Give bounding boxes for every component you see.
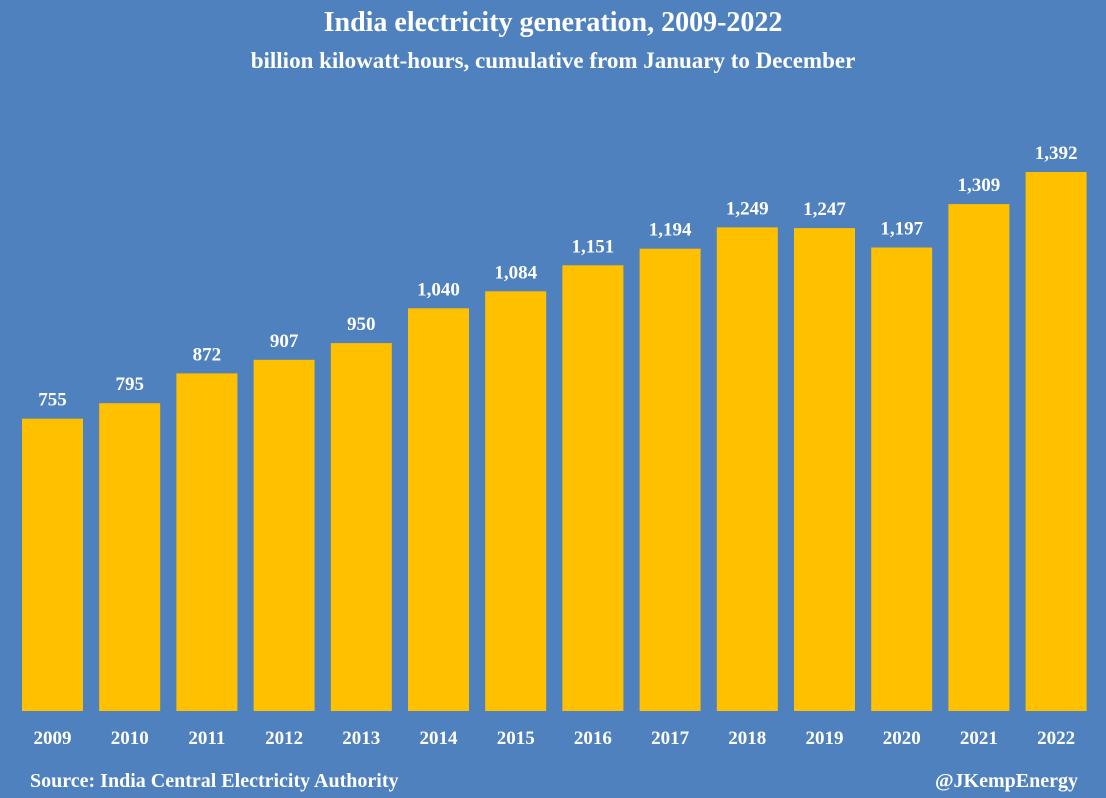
author-handle: @JKempEnergy: [934, 770, 1078, 792]
bar-2018: [716, 227, 778, 711]
category-label-2019: 2019: [806, 728, 844, 749]
category-label-2011: 2011: [188, 728, 225, 749]
category-label-2013: 2013: [342, 728, 380, 749]
source-note: Source: India Central Electricity Author…: [30, 770, 399, 792]
bar-2014: [408, 308, 469, 711]
bar-2021: [948, 204, 1010, 711]
bar-2015: [485, 291, 547, 711]
bar-2019: [794, 228, 855, 711]
category-label-2015: 2015: [497, 728, 535, 749]
category-label-2012: 2012: [265, 728, 303, 749]
value-label-2012: 907: [270, 331, 299, 352]
bar-2010: [99, 403, 161, 711]
value-label-2017: 1,194: [649, 220, 692, 241]
value-label-2014: 1,040: [417, 279, 460, 300]
bar-2011: [176, 373, 238, 711]
bar-2022: [1025, 172, 1087, 711]
category-label-2009: 2009: [34, 728, 72, 749]
category-label-2017: 2017: [651, 728, 690, 749]
category-label-2018: 2018: [728, 728, 766, 749]
bar-2013: [330, 343, 392, 711]
value-label-2020: 1,197: [880, 219, 923, 240]
category-label-2020: 2020: [883, 728, 921, 749]
category-label-2016: 2016: [574, 728, 612, 749]
value-label-2018: 1,249: [726, 198, 769, 219]
value-label-2010: 795: [115, 374, 144, 395]
value-label-2011: 872: [193, 344, 222, 365]
bar-2009: [22, 418, 83, 711]
category-label-2010: 2010: [111, 728, 149, 749]
value-label-2016: 1,151: [572, 236, 615, 257]
bar-2017: [639, 248, 701, 711]
value-label-2019: 1,247: [803, 199, 846, 220]
chart-title: India electricity generation, 2009-2022: [323, 7, 783, 38]
value-label-2015: 1,084: [494, 262, 537, 283]
value-label-2022: 1,392: [1035, 143, 1078, 164]
value-label-2021: 1,309: [958, 175, 1001, 196]
category-label-2021: 2021: [960, 728, 998, 749]
bar-2012: [253, 359, 315, 711]
category-label-2014: 2014: [420, 728, 459, 749]
chart-subtitle: billion kilowatt-hours, cumulative from …: [250, 48, 856, 73]
value-label-2009: 755: [38, 390, 67, 411]
value-label-2013: 950: [347, 314, 376, 335]
category-label-2022: 2022: [1037, 728, 1075, 749]
bar-2016: [562, 265, 624, 711]
bar-2020: [871, 247, 933, 711]
